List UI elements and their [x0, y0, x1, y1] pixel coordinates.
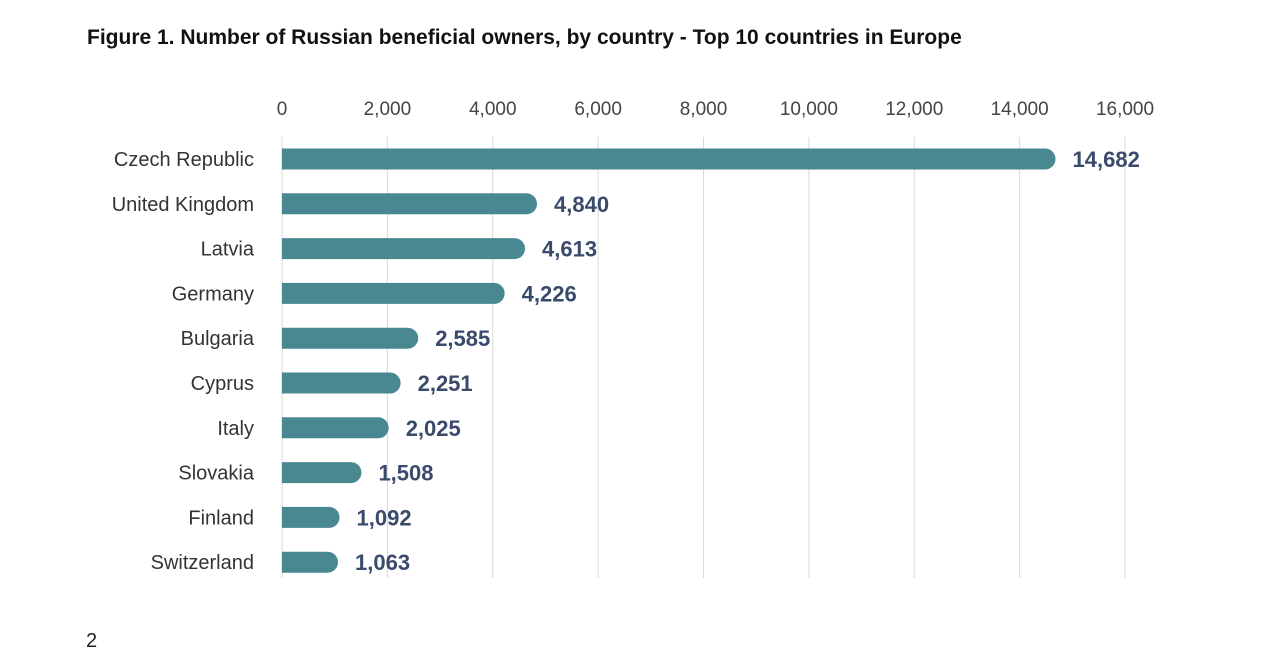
bar	[282, 193, 538, 215]
x-tick-label: 14,000	[991, 99, 1049, 120]
category-label: Slovakia	[178, 463, 254, 485]
x-tick-label: 16,000	[1096, 99, 1154, 120]
bar	[282, 148, 1056, 170]
bar	[282, 282, 505, 304]
category-label: Czech Republic	[114, 149, 254, 171]
value-label: 1,063	[355, 550, 410, 575]
category-label: Latvia	[201, 239, 255, 261]
x-tick-label: 0	[277, 99, 288, 120]
value-label: 2,585	[435, 326, 490, 351]
bar	[282, 462, 362, 484]
category-label: Switzerland	[151, 552, 254, 574]
chart-title: Figure 1. Number of Russian beneficial o…	[87, 26, 962, 49]
value-label: 1,508	[378, 461, 433, 486]
bar	[282, 417, 389, 439]
x-tick-label: 2,000	[364, 99, 412, 120]
value-label: 1,092	[357, 505, 412, 530]
value-label: 2,025	[406, 416, 461, 441]
category-label: United Kingdom	[112, 194, 254, 216]
bar	[282, 551, 339, 573]
category-label: Finland	[188, 507, 254, 529]
x-axis-ticks: 0 2,000 4,000 6,000 8,000 10,000 12,000 14,000 1…	[277, 99, 1154, 120]
x-tick-label: 8,000	[680, 99, 728, 120]
x-tick-label: 10,000	[780, 99, 838, 120]
gridlines	[281, 137, 1126, 578]
bar	[282, 327, 419, 349]
x-tick-label: 6,000	[574, 99, 622, 120]
bar	[282, 506, 340, 528]
value-label: 4,840	[554, 192, 609, 217]
bars	[282, 148, 1056, 573]
category-label: Bulgaria	[181, 328, 255, 350]
value-label: 14,682	[1073, 147, 1140, 172]
category-label: Germany	[172, 283, 254, 305]
x-tick-label: 12,000	[885, 99, 943, 120]
value-labels: 14,682 4,840 4,613 4,226 2,585 2,251 2,025 1,50…	[355, 147, 1140, 575]
category-labels: Czech Republic United Kingdom Latvia German…	[112, 149, 255, 574]
x-tick-label: 4,000	[469, 99, 517, 120]
page-number: 2	[86, 630, 98, 652]
bar	[282, 238, 526, 260]
value-label: 2,251	[418, 371, 473, 396]
category-label: Cyprus	[191, 373, 254, 395]
bar	[282, 372, 401, 394]
value-label: 4,613	[542, 237, 597, 262]
value-label: 4,226	[522, 281, 577, 306]
category-label: Italy	[217, 418, 254, 440]
